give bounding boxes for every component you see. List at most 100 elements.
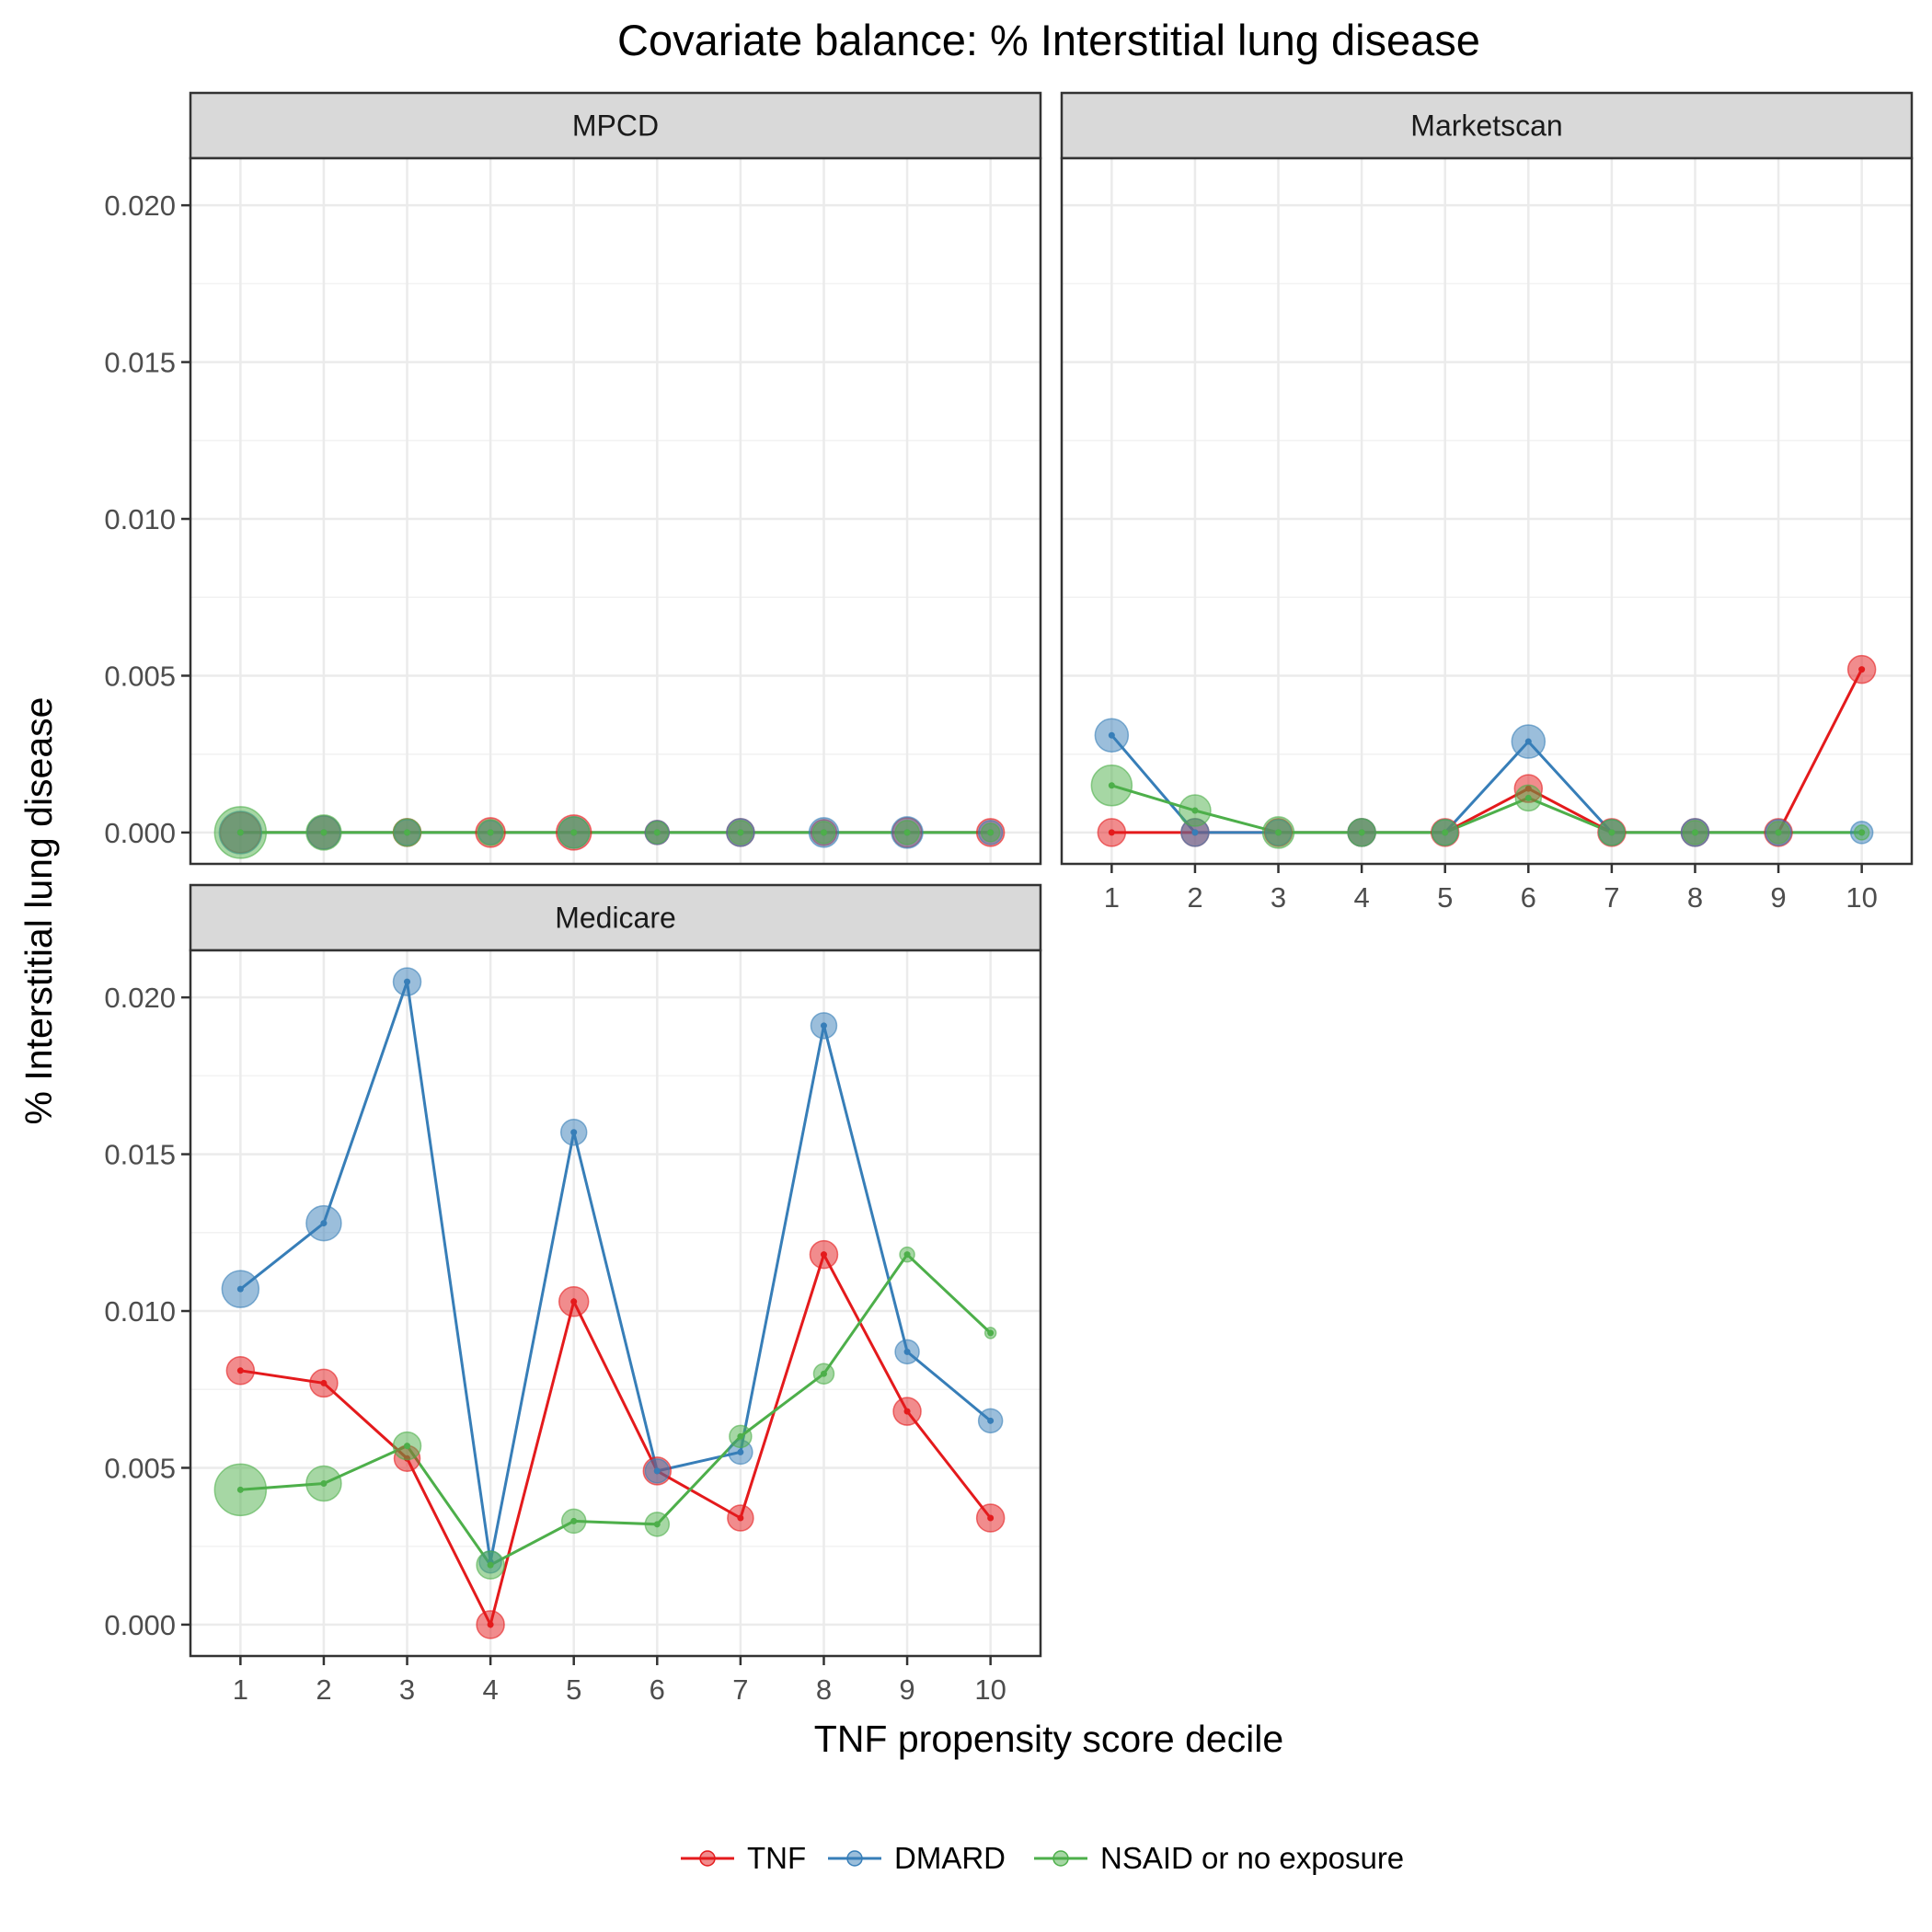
data-point-center-tnf (236, 1367, 244, 1374)
data-point-center-nsaid-or-no-exposure (236, 829, 244, 836)
legend: TNF DMARD NSAID or no exposure (681, 1841, 1404, 1875)
data-point-center-nsaid-or-no-exposure (987, 829, 995, 836)
data-point-center-nsaid-or-no-exposure (820, 829, 827, 836)
legend-label: DMARD (894, 1841, 1006, 1875)
data-point-center-nsaid-or-no-exposure (570, 1517, 578, 1524)
data-point-center-dmard (820, 1022, 827, 1029)
data-point-center-tnf (903, 1408, 911, 1415)
x-tick-label: 1 (233, 1673, 248, 1706)
y-tick-label: 0.010 (104, 503, 176, 535)
panel-marketscan: Marketscan 1 2 3 4 5 6 7 8 9 10 (1060, 91, 1914, 914)
data-point-center-nsaid-or-no-exposure (487, 1561, 494, 1569)
data-point-center-tnf (487, 1621, 494, 1628)
x-tick-label: 2 (1187, 881, 1202, 914)
x-tick-label: 4 (1353, 881, 1369, 914)
legend-key-point (1052, 1850, 1069, 1867)
series-line-nsaid-or-no-exposure (240, 1252, 992, 1568)
data-point-center-tnf (1108, 829, 1115, 836)
panel-border (1060, 156, 1914, 866)
y-tick-label: 0.005 (104, 1452, 176, 1484)
data-point-center-dmard (236, 1285, 244, 1293)
legend-label: NSAID or no exposure (1100, 1841, 1404, 1875)
data-point-center-nsaid-or-no-exposure (1524, 794, 1532, 801)
data-point-center-nsaid-or-no-exposure (404, 1443, 411, 1450)
data-point-center-dmard (1524, 738, 1532, 745)
data-point-center-nsaid-or-no-exposure (820, 1370, 827, 1377)
x-tick-label: 10 (974, 1673, 1006, 1706)
data-point-center-tnf (820, 1251, 827, 1259)
data-point-center-dmard (404, 978, 411, 985)
data-point-center-dmard (653, 1467, 661, 1475)
data-point-center-nsaid-or-no-exposure (653, 1521, 661, 1528)
x-tick-label: 9 (899, 1673, 914, 1706)
y-tick-label: 0.020 (104, 982, 176, 1014)
data-point-center-tnf (320, 1379, 328, 1386)
panel-background (1062, 158, 1912, 864)
data-point-center-nsaid-or-no-exposure (236, 1486, 244, 1493)
y-tick-label: 0.010 (104, 1295, 176, 1328)
data-point-center-nsaid-or-no-exposure (1358, 829, 1365, 836)
x-tick-label: 6 (650, 1673, 665, 1706)
data-point-center-nsaid-or-no-exposure (1608, 829, 1616, 836)
panel-medicare: Medicare 0.000 0.005 0.010 0.015 0.020 1 2 3 4 5 6 7… (104, 883, 1042, 1706)
data-point-center-tnf (737, 1514, 744, 1522)
data-point-center-nsaid-or-no-exposure (570, 829, 578, 836)
data-point-center-nsaid-or-no-exposure (903, 1251, 911, 1259)
data-point-center-dmard (1108, 731, 1115, 739)
x-tick-label: 4 (482, 1673, 498, 1706)
data-point-center-dmard (320, 1220, 328, 1227)
data-point-center-nsaid-or-no-exposure (404, 829, 411, 836)
chart-title: Covariate balance: % Interstitial lung d… (617, 16, 1480, 64)
legend-key-point (846, 1850, 863, 1867)
data-point-center-nsaid-or-no-exposure (1108, 782, 1115, 789)
data-point-center-dmard (737, 1448, 744, 1455)
series-line-dmard (239, 981, 992, 1562)
panel-mpcd: MPCD 0.000 0.005 0.010 0.015 0.020 (104, 91, 1042, 866)
data-point-center-nsaid-or-no-exposure (487, 829, 494, 836)
x-axis-title: TNF propensity score decile (814, 1718, 1283, 1760)
y-tick-label: 0.020 (104, 190, 176, 222)
y-tick-label: 0.015 (104, 1139, 176, 1171)
data-point-center-nsaid-or-no-exposure (320, 829, 328, 836)
x-tick-label: 1 (1104, 881, 1120, 914)
strip-medicare (189, 883, 1042, 952)
legend-label: TNF (747, 1841, 806, 1875)
panel-border (189, 156, 1042, 866)
x-tick-label: 7 (732, 1673, 748, 1706)
y-tick-label: 0.005 (104, 660, 176, 692)
data-point-center-tnf (1858, 666, 1866, 673)
series-line-nsaid-or-no-exposure (1110, 784, 1862, 834)
x-tick-label: 2 (316, 1673, 331, 1706)
facet-panels: MPCD 0.000 0.005 0.010 0.015 0.020 Marketscan 1… (104, 91, 1914, 1706)
data-point-center-nsaid-or-no-exposure (1442, 829, 1449, 836)
data-point-center-nsaid-or-no-exposure (653, 829, 661, 836)
strip-label-marketscan: Marketscan (1410, 109, 1562, 143)
x-tick-label: 3 (1271, 881, 1286, 914)
data-point-center-nsaid-or-no-exposure (1775, 829, 1782, 836)
data-point-center-nsaid-or-no-exposure (737, 829, 744, 836)
legend-item-nsaid-or-no-exposure: NSAID or no exposure (1034, 1841, 1404, 1875)
x-tick-label: 8 (1687, 881, 1703, 914)
x-tick-label: 3 (399, 1673, 415, 1706)
data-point-center-nsaid-or-no-exposure (1191, 807, 1199, 814)
data-point-center-tnf (987, 1514, 995, 1522)
x-tick-label: 5 (1437, 881, 1453, 914)
data-point-center-dmard (570, 1129, 578, 1136)
data-point-center-dmard (987, 1417, 995, 1424)
y-tick-label: 0.000 (104, 1609, 176, 1641)
legend-item-dmard: DMARD (828, 1841, 1006, 1875)
strip-label-mpcd: MPCD (572, 109, 659, 143)
data-point-center-tnf (570, 1298, 578, 1305)
y-axis-title: % Interstitial lung disease (17, 697, 60, 1125)
legend-item-tnf: TNF (681, 1841, 806, 1875)
x-tick-label: 7 (1604, 881, 1619, 914)
panel-border (189, 949, 1042, 1658)
data-point-center-nsaid-or-no-exposure (1858, 829, 1866, 836)
data-point-center-dmard (903, 1348, 911, 1355)
x-tick-label: 10 (1846, 881, 1877, 914)
data-point-center-nsaid-or-no-exposure (987, 1329, 995, 1337)
data-point-center-nsaid-or-no-exposure (903, 829, 911, 836)
x-tick-label: 9 (1770, 881, 1786, 914)
panel-background (190, 158, 1041, 864)
